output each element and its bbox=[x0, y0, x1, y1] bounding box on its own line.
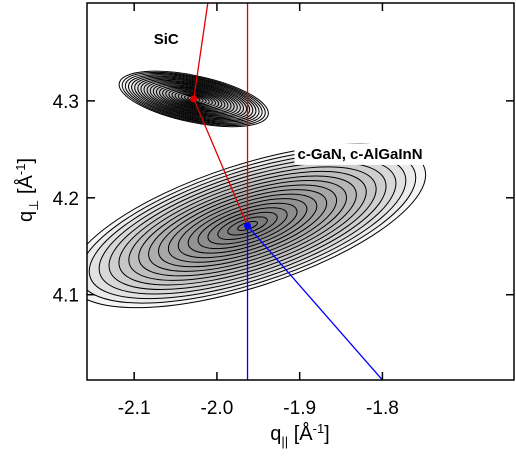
y-axis-label: q⊥ [Å-1] bbox=[13, 158, 41, 222]
y-tick-label: 4.1 bbox=[53, 286, 79, 307]
peak-label: c-GaN, c-AlGaInN bbox=[298, 146, 423, 163]
x-axis-label-part: || bbox=[281, 434, 288, 449]
peak-marker bbox=[244, 222, 252, 230]
contour-line bbox=[118, 70, 269, 128]
contour-line bbox=[121, 71, 266, 127]
y-axis-label-part: ] bbox=[15, 158, 37, 164]
contour-line bbox=[127, 74, 260, 124]
x-tick-label: -1.9 bbox=[283, 398, 316, 419]
x-axis-label-part: q bbox=[270, 423, 281, 445]
contour-line bbox=[140, 78, 248, 120]
plot-area bbox=[87, 3, 427, 380]
guide-line bbox=[247, 225, 383, 380]
contour-line bbox=[124, 73, 263, 125]
contour-line bbox=[146, 81, 241, 117]
x-tick-label: -1.8 bbox=[366, 398, 399, 419]
contour-line bbox=[159, 85, 229, 113]
contour-line bbox=[155, 84, 232, 114]
plot-frame bbox=[86, 2, 515, 381]
contour-line bbox=[137, 77, 251, 121]
contour-line bbox=[131, 75, 257, 123]
label-background bbox=[294, 143, 455, 165]
x-axis-label-part: -1 bbox=[313, 421, 325, 436]
contour-line bbox=[134, 76, 254, 122]
y-axis-label-part: ⊥ bbox=[26, 200, 41, 211]
peak-label: SiC bbox=[154, 31, 179, 48]
x-tick-label: -2.0 bbox=[201, 398, 234, 419]
x-axis-label: q|| [Å-1] bbox=[270, 421, 329, 449]
contour-line bbox=[143, 79, 244, 118]
contour-line bbox=[149, 82, 238, 116]
y-axis-label-part: q bbox=[15, 211, 37, 222]
x-tick-label: -2.1 bbox=[118, 398, 151, 419]
y-axis-label-part: [Å bbox=[14, 174, 37, 199]
y-tick-label: 4.2 bbox=[53, 189, 79, 210]
y-axis-label-part: -1 bbox=[13, 164, 28, 176]
contour-line bbox=[152, 83, 235, 115]
peak-marker bbox=[190, 95, 198, 103]
x-axis-label-part: [Å bbox=[288, 422, 313, 445]
x-axis-label-part: ] bbox=[324, 423, 330, 445]
y-tick-label: 4.3 bbox=[53, 92, 79, 113]
